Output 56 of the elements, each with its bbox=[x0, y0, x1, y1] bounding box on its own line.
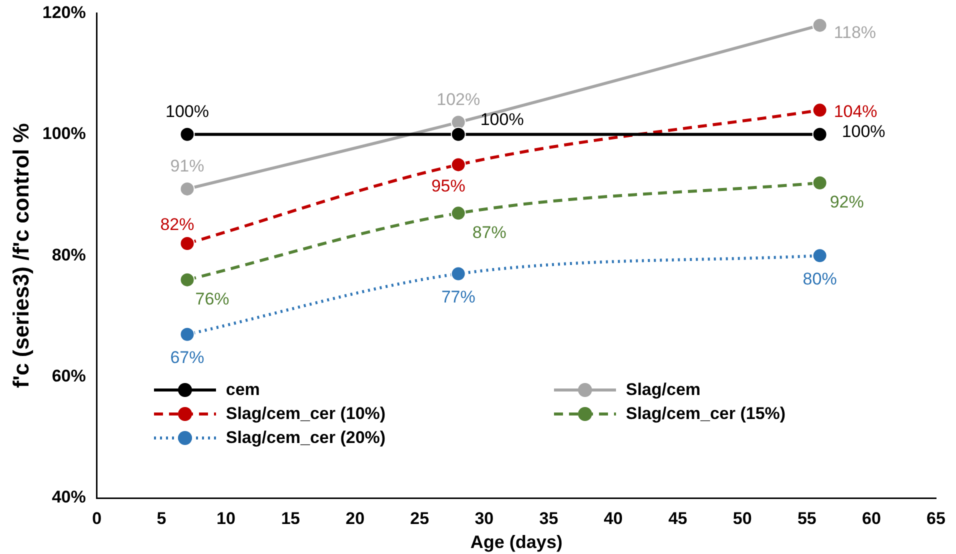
point bbox=[450, 126, 466, 142]
y-tick-label: 60% bbox=[52, 366, 86, 386]
point bbox=[180, 181, 195, 196]
data-label: 80% bbox=[802, 269, 837, 288]
x-tick-label: 65 bbox=[926, 508, 946, 528]
y-tick-label: 100% bbox=[42, 124, 86, 144]
y-tick-label: 120% bbox=[42, 2, 86, 22]
legend-label: Slag/cem bbox=[626, 380, 701, 400]
data-label: 95% bbox=[431, 176, 466, 196]
data-label: 77% bbox=[441, 287, 476, 306]
data-label: 91% bbox=[170, 156, 204, 176]
x-tick-label: 60 bbox=[862, 508, 881, 528]
point bbox=[812, 102, 828, 118]
y-axis-title: f'c (series3) /f'c control % bbox=[8, 123, 34, 388]
data-label: 102% bbox=[436, 90, 480, 109]
y-tick-label: 80% bbox=[52, 245, 86, 264]
point bbox=[812, 248, 828, 264]
data-label: 104% bbox=[834, 102, 878, 121]
x-tick-label: 0 bbox=[92, 508, 102, 528]
y-tick-label: 40% bbox=[52, 488, 86, 507]
data-label: 87% bbox=[472, 222, 506, 242]
point bbox=[180, 272, 195, 288]
x-tick-label: 25 bbox=[410, 508, 430, 528]
x-tick-label: 50 bbox=[732, 508, 752, 528]
x-tick-label: 30 bbox=[474, 508, 494, 528]
data-label: 100% bbox=[842, 122, 886, 142]
data-label: 118% bbox=[834, 23, 876, 42]
x-tick-label: 15 bbox=[281, 508, 300, 528]
legend-label: cem bbox=[226, 380, 260, 400]
point bbox=[450, 266, 466, 282]
data-label: 82% bbox=[160, 215, 194, 234]
point bbox=[812, 126, 828, 142]
point bbox=[450, 157, 466, 172]
point bbox=[180, 126, 195, 142]
legend-label: Slag/cem_cer (10%) bbox=[226, 404, 386, 424]
data-label: 67% bbox=[170, 348, 204, 368]
legend-label: Slag/cem_cer (15%) bbox=[626, 404, 786, 424]
data-label: 100% bbox=[480, 110, 524, 130]
point bbox=[180, 236, 195, 251]
point bbox=[180, 326, 195, 342]
x-tick-label: 35 bbox=[539, 508, 558, 528]
x-tick-label: 55 bbox=[797, 508, 816, 528]
point bbox=[812, 175, 828, 190]
x-tick-label: 5 bbox=[156, 508, 166, 528]
x-tick-label: 10 bbox=[216, 508, 236, 528]
data-label: 76% bbox=[195, 290, 230, 309]
x-tick-label: 45 bbox=[668, 508, 688, 528]
x-tick-label: 40 bbox=[604, 508, 623, 528]
point bbox=[450, 114, 466, 130]
point bbox=[450, 206, 466, 221]
data-label: 100% bbox=[166, 102, 209, 122]
x-tick-label: 20 bbox=[346, 508, 365, 528]
point bbox=[812, 18, 828, 33]
data-label: 92% bbox=[830, 192, 864, 212]
x-axis-title: Age (days) bbox=[470, 532, 562, 552]
legend-label: Slag/cem_cer (20%) bbox=[226, 428, 386, 448]
